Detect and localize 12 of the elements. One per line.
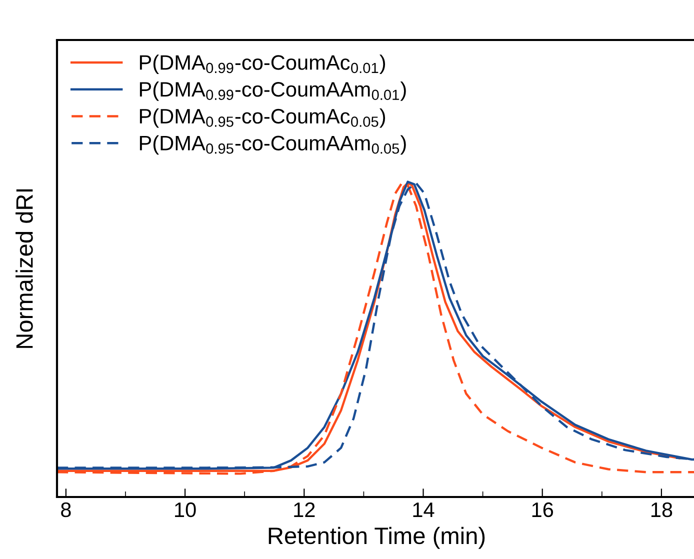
x-axis-title: Retention Time (min) — [268, 526, 485, 549]
x-tick-label: 8 — [61, 502, 71, 518]
x-tick-label: 16 — [532, 502, 554, 518]
x-tick-label: 14 — [413, 502, 434, 517]
x-tick-label: 12 — [294, 502, 315, 517]
legend-label: P(DMA$_{0.95}$-co-CoumAc$_{0.05}$) — [140, 108, 386, 128]
legend-label: P(DMA$_{0.95}$-co-CoumAAm$_{0.05}$) — [140, 135, 406, 155]
x-tick-label: 10 — [175, 502, 196, 518]
x-tick-label: 18 — [651, 502, 672, 518]
legend-label: P(DMA$_{0.99}$-co-CoumAc$_{0.01}$) — [140, 54, 386, 74]
y-axis-title: Normalized dRI — [16, 189, 33, 348]
legend-label: P(DMA$_{0.99}$-co-CoumAAm$_{0.01}$) — [140, 81, 406, 101]
